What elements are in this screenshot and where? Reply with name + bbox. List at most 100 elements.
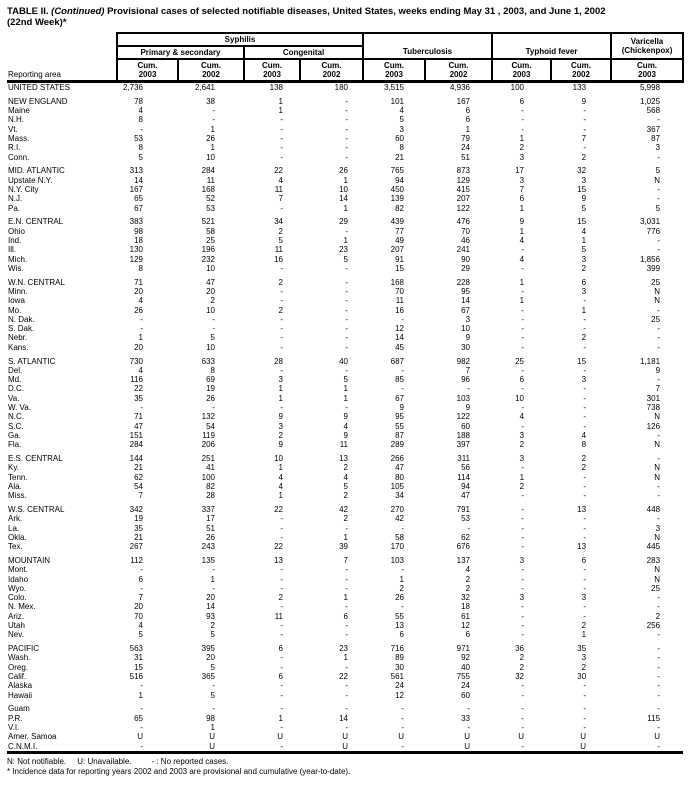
value-cell: 26	[206, 133, 215, 143]
table-title-prefix: TABLE II.	[7, 6, 52, 17]
value-cell: -	[521, 245, 525, 255]
value-cell: 2	[399, 583, 404, 593]
value-cell: -	[345, 124, 348, 134]
value-cell: 9	[655, 365, 661, 375]
value-cell: -	[117, 741, 178, 754]
value-cell: 3,515	[383, 83, 404, 92]
value-cell: 1	[343, 203, 348, 213]
value-cell: -	[345, 96, 348, 106]
value-cell: -	[280, 286, 283, 296]
value-cell: -	[212, 115, 215, 125]
table-row: Wis. 8 10 - - 15 29 - 2 399	[7, 264, 683, 273]
reporting-area-cell: Calif.	[8, 672, 27, 682]
value-cell: 337	[201, 504, 215, 514]
value-cell: 47	[134, 421, 143, 431]
value-cell: 58	[395, 532, 404, 542]
value-cell: 4	[343, 421, 348, 431]
value-cell: N	[654, 440, 661, 450]
value-cell: 35	[134, 393, 143, 403]
value-cell: 2	[581, 463, 587, 473]
value-cell: 67	[395, 393, 404, 403]
reporting-area-cell: W.S. CENTRAL	[8, 504, 65, 514]
value-cell: -	[345, 523, 348, 533]
value-cell: -	[140, 681, 143, 691]
value-cell: 1	[343, 384, 348, 394]
value-cell: 79	[461, 133, 471, 143]
value-cell: -	[583, 342, 587, 352]
value-cell: 9	[343, 412, 348, 422]
value-cell: 16	[274, 254, 283, 264]
value-cell: 20	[134, 342, 143, 352]
value-cell: -	[657, 152, 661, 162]
value-cell: 1	[138, 690, 143, 700]
value-cell: 100	[510, 83, 525, 92]
value-cell: 14	[461, 296, 471, 306]
reporting-area-cell: Miss.	[8, 491, 27, 501]
value-cell: 1	[343, 393, 348, 403]
value-cell: 10	[274, 453, 283, 463]
value-cell: 114	[457, 472, 471, 482]
value-cell: 6	[465, 106, 471, 116]
value-cell: 42	[395, 514, 404, 524]
value-cell: 11	[274, 184, 283, 194]
value-cell: -	[212, 565, 215, 575]
value-cell: 1	[138, 333, 143, 343]
value-cell: 4	[581, 430, 587, 440]
value-cell: 283	[646, 555, 661, 565]
table-row: Minn. 20 20 - - 70 95 - 3 N	[7, 287, 683, 296]
footnote-dash: - : No reported cases.	[151, 756, 229, 766]
value-cell: 6	[519, 194, 525, 204]
value-cell: 6	[278, 644, 283, 654]
value-cell: 30	[395, 662, 404, 672]
value-cell: -	[657, 672, 661, 682]
value-cell: 6	[399, 630, 404, 640]
value-cell: 243	[201, 542, 215, 552]
value-cell: -	[583, 115, 587, 125]
value-cell: 4	[519, 412, 525, 422]
reporting-area-cell: Kans.	[8, 342, 29, 352]
value-cell: -	[583, 681, 587, 691]
value-cell: 5	[138, 152, 143, 162]
reporting-area-cell: Oreg.	[8, 662, 29, 672]
value-cell: -	[345, 106, 348, 116]
value-cell: 70	[395, 286, 404, 296]
value-cell: 3	[655, 143, 661, 153]
value-cell: 168	[201, 184, 215, 194]
reporting-area-cell: Alaska	[8, 681, 33, 691]
value-cell: -	[583, 393, 587, 403]
value-cell: 65	[134, 713, 143, 723]
value-cell: 4	[465, 565, 471, 575]
value-cell: 476	[456, 217, 471, 227]
value-cell: 33	[461, 713, 471, 723]
value-cell: 67	[461, 305, 471, 315]
value-cell: 93	[206, 611, 215, 621]
reporting-area-cell: Pa.	[8, 203, 21, 213]
value-cell: U	[551, 741, 612, 754]
value-cell: -	[280, 365, 283, 375]
value-cell: -	[521, 342, 525, 352]
value-cell: 755	[456, 672, 471, 682]
value-cell: 8	[399, 143, 404, 153]
value-cell: -	[345, 152, 348, 162]
value-cell: 11	[339, 440, 348, 450]
value-cell: 1	[278, 713, 283, 723]
value-cell: 21	[395, 152, 404, 162]
value-cell: -	[492, 741, 552, 754]
reporting-area-cell: Nev.	[8, 630, 24, 640]
value-cell: 3	[278, 375, 283, 385]
value-cell: -	[140, 324, 143, 334]
value-cell: 1	[343, 653, 348, 663]
footnote-u: U: Unavailable.	[77, 756, 132, 766]
value-cell: 24	[461, 681, 471, 691]
value-cell: 98	[206, 713, 215, 723]
value-cell: 80	[395, 472, 404, 482]
reporting-area-cell: Hawaii	[8, 690, 33, 700]
value-cell: 4	[278, 472, 283, 482]
value-cell: -	[140, 704, 143, 714]
value-cell: 14	[339, 713, 348, 723]
value-cell: 4	[581, 226, 587, 236]
value-cell: -	[467, 723, 471, 732]
varicella-label-line2: (Chickenpox)	[621, 46, 673, 55]
value-cell: 6	[465, 115, 471, 125]
value-cell: 98	[134, 226, 143, 236]
